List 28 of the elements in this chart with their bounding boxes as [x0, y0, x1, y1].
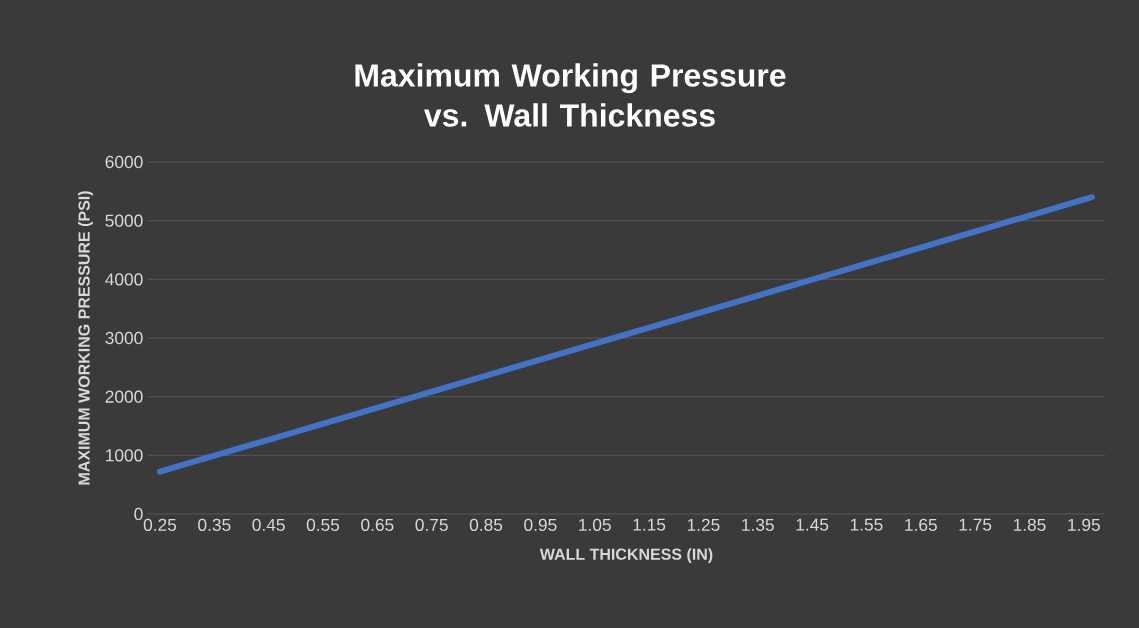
x-tick-label: 1.35 [742, 518, 774, 531]
x-tick-label: 0.95 [524, 518, 557, 531]
y-tick-label: 0 [134, 507, 143, 521]
x-tick-label: 1.65 [905, 518, 937, 531]
x-axis-title: WALL THICKNESS (IN) [539, 548, 713, 564]
x-tick-label: 1.75 [959, 518, 992, 531]
x-tick-label: 0.85 [469, 518, 503, 531]
x-tick-label: 1.05 [579, 518, 611, 531]
x-tick-label: 0.75 [415, 518, 448, 531]
x-tick-label: 0.25 [143, 518, 177, 531]
x-tick-label: 0.45 [252, 518, 285, 531]
x-tick-label: 1.45 [796, 518, 829, 531]
y-tick-label: 2000 [105, 390, 143, 403]
x-tick-label: 1.15 [633, 518, 666, 531]
x-tick-label: 1.95 [1068, 518, 1100, 531]
y-tick-label: 3000 [105, 331, 143, 345]
y-tick-label: 1000 [106, 449, 143, 462]
x-tick-label: 0.35 [198, 518, 231, 531]
x-tick-label: 1.25 [687, 518, 720, 531]
y-tick-label: 6000 [105, 155, 143, 169]
x-tick-label: 0.55 [306, 518, 340, 531]
y-tick-label: 4000 [105, 273, 143, 286]
y-tick-label: 5000 [105, 214, 143, 227]
x-tick-label: 1.85 [1013, 518, 1046, 531]
x-tick-label: 0.65 [361, 518, 394, 531]
chart-title: Maximum Working Pressure vs. Wall Thickness [355, 63, 786, 127]
x-tick-label: 1.55 [850, 518, 883, 531]
y-axis-title: MAXIMUM WORKING PRESSURE (PSI) [78, 191, 93, 485]
